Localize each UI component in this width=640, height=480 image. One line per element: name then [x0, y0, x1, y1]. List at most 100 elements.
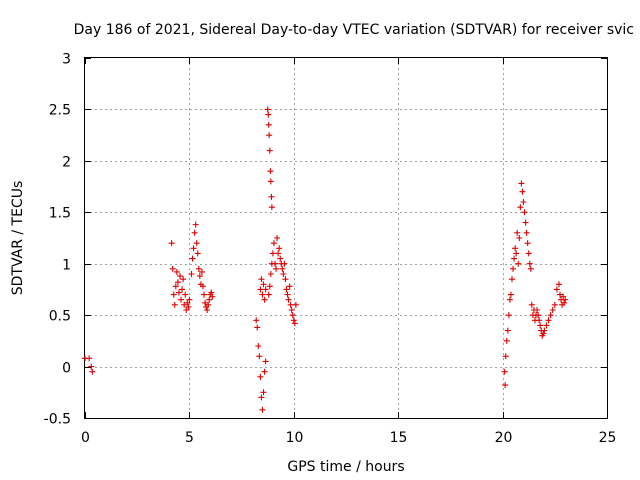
data-point	[276, 245, 283, 252]
data-point	[181, 301, 188, 308]
data-point	[265, 291, 272, 298]
data-point	[266, 283, 273, 290]
data-point	[510, 265, 517, 272]
data-point	[289, 312, 296, 319]
data-point	[259, 291, 266, 298]
data-point	[199, 283, 206, 290]
data-point	[525, 250, 532, 257]
data-points	[82, 106, 569, 413]
data-point	[282, 276, 289, 283]
data-point	[270, 240, 277, 247]
data-point	[195, 265, 202, 272]
data-point	[507, 291, 514, 298]
data-point	[183, 307, 190, 313]
data-point	[184, 299, 191, 306]
data-point	[202, 299, 209, 306]
data-point	[182, 291, 189, 298]
data-point	[272, 260, 279, 267]
data-point	[277, 255, 284, 262]
data-point	[264, 106, 271, 113]
data-point	[518, 180, 525, 187]
data-point	[292, 301, 299, 308]
x-tick-label: 25	[599, 430, 617, 446]
data-point	[170, 291, 177, 298]
data-point	[283, 286, 290, 293]
data-point	[290, 317, 297, 324]
data-point	[268, 193, 275, 200]
data-point	[260, 281, 267, 288]
data-point	[536, 317, 543, 324]
data-point	[555, 281, 562, 288]
data-point	[267, 178, 274, 185]
data-point	[274, 235, 281, 241]
data-point	[261, 368, 268, 375]
axis-ticks	[85, 58, 608, 419]
data-point	[561, 299, 568, 306]
data-point	[557, 291, 564, 298]
data-point	[281, 260, 288, 267]
data-point	[275, 250, 282, 257]
data-point	[265, 121, 272, 128]
x-tick-label: 20	[495, 430, 513, 446]
data-point	[175, 289, 182, 296]
data-point	[262, 358, 269, 365]
data-point	[258, 276, 265, 283]
data-point	[287, 301, 294, 308]
y-tick-label: 3	[62, 52, 71, 68]
data-point	[513, 250, 520, 257]
data-point	[188, 271, 195, 277]
data-point	[256, 353, 263, 360]
data-point	[535, 312, 542, 319]
data-point	[547, 312, 554, 319]
data-point	[288, 307, 295, 313]
data-point	[201, 291, 208, 298]
data-point	[267, 271, 274, 277]
data-point	[169, 265, 176, 272]
data-point	[179, 286, 186, 293]
data-point	[268, 204, 275, 211]
x-tick-label: 0	[81, 430, 90, 446]
y-tick-label: 2	[62, 155, 71, 171]
data-point	[255, 343, 262, 349]
x-tick-label: 15	[390, 430, 408, 446]
data-point	[265, 111, 272, 118]
data-point	[267, 168, 274, 175]
x-tick-labels: 0 5 10 15 20 25	[81, 430, 616, 446]
data-point	[519, 188, 526, 195]
data-point	[527, 265, 534, 272]
data-point	[549, 307, 556, 313]
data-point	[537, 322, 544, 329]
y-axis-label: SDTVAR / TECUs	[10, 181, 26, 296]
data-point	[540, 330, 547, 337]
data-point	[502, 353, 509, 360]
data-point	[541, 327, 548, 334]
data-point	[279, 265, 286, 272]
data-point	[257, 286, 264, 293]
data-point	[206, 296, 213, 303]
y-tick-label: 1	[62, 258, 71, 274]
x-axis-label: GPS time / hours	[287, 459, 404, 475]
data-point	[534, 307, 541, 313]
data-point	[185, 303, 192, 310]
data-point	[291, 320, 298, 327]
data-point	[269, 250, 276, 257]
data-point	[553, 286, 560, 293]
data-point	[560, 293, 567, 300]
data-point	[180, 276, 187, 283]
data-point	[261, 296, 268, 303]
data-point	[526, 260, 533, 267]
data-point	[273, 265, 280, 272]
data-point	[174, 279, 181, 286]
data-point	[192, 221, 199, 228]
data-point	[504, 327, 511, 334]
y-tick-label: 0.5	[49, 309, 71, 325]
data-point	[194, 250, 201, 257]
x-tick-label: 10	[286, 430, 304, 446]
grid-lines	[85, 58, 607, 418]
chart-title: Day 186 of 2021, Sidereal Day-to-day VTE…	[74, 22, 634, 38]
data-point	[88, 363, 95, 370]
data-point	[168, 240, 175, 247]
data-point	[520, 199, 527, 205]
data-point	[284, 291, 291, 298]
data-point	[503, 337, 510, 344]
